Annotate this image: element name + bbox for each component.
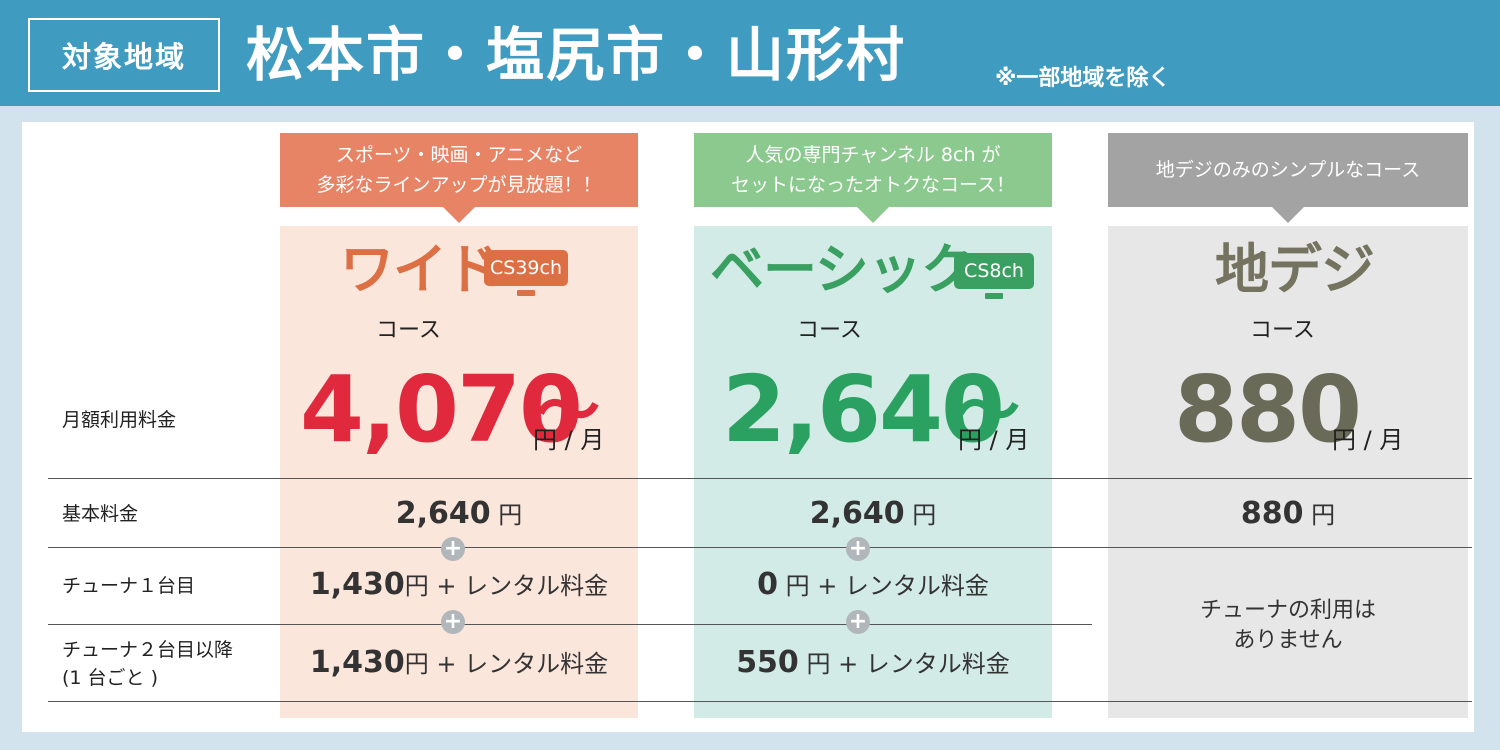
tv-icon: CS8ch	[954, 253, 1034, 299]
wide-course-name: ワイド	[340, 238, 500, 301]
digi-course-suffix: コース	[1250, 318, 1315, 343]
wide-price-tilde: 〜	[536, 375, 600, 449]
header-bar: 対象地域 松本市・塩尻市・山形村 ※一部地域を除く	[0, 0, 1500, 106]
digi-no-tuner-note: チューナの利用は ありません	[1108, 596, 1468, 656]
basic-callout-line1: 人気の専門チャンネル 8ch が	[745, 144, 1001, 166]
digi-base-fee-unit: 円	[1311, 501, 1336, 529]
basic-course-callout: 人気の専門チャンネル 8ch がセットになったオトクなコース！	[694, 133, 1052, 223]
wide-tuner2-unit: 円 + レンタル料金	[404, 650, 609, 678]
basic-price-tilde: 〜	[956, 375, 1020, 449]
wide-monthly-price: 4,070	[300, 356, 583, 463]
basic-monthly-price: 2,640	[722, 356, 1005, 463]
wide-tuner1-value: 1,430	[309, 567, 405, 602]
basic-base-fee-value: 2,640	[809, 496, 905, 531]
digi-base-fee-value: 880	[1240, 496, 1304, 531]
plus-icon: +	[846, 610, 870, 634]
row-label-tuner-2-line1: チューナ２台目以降	[62, 639, 234, 661]
row-divider	[48, 701, 1472, 702]
digi-callout-text: 地デジのみのシンプルなコース	[1155, 159, 1421, 181]
row-label-tuner-1: チューナ１台目	[62, 575, 196, 597]
row-label-base-fee: 基本料金	[62, 503, 139, 525]
digi-course-name: 地デジ	[1215, 238, 1375, 301]
basic-tuner1-fee: 0 円 + レンタル料金	[694, 566, 1052, 602]
basic-price-unit: 円 / 月	[958, 426, 1030, 454]
exclusion-note: ※一部地域を除く	[995, 66, 1171, 91]
basic-callout-line2: セットになったオトクなコース！	[730, 174, 1016, 196]
plus-icon: +	[441, 610, 465, 634]
wide-tuner2-value: 1,430	[309, 645, 405, 680]
wide-callout-line1: スポーツ・映画・アニメなど	[335, 144, 583, 166]
wide-callout-line2: 多彩なラインアップが見放題！！	[316, 174, 602, 196]
digi-monthly-price: 880	[1174, 356, 1362, 463]
row-label-monthly-fee: 月額利用料金	[62, 409, 177, 431]
digi-price-unit: 円 / 月	[1332, 426, 1404, 454]
digi-course-column	[1108, 226, 1468, 718]
row-label-tuner-2: チューナ２台目以降 (1 台ごと )	[62, 636, 233, 692]
wide-course-callout: スポーツ・映画・アニメなど 多彩なラインアップが見放題！！	[280, 133, 638, 223]
basic-course-column	[694, 226, 1052, 718]
digi-course-callout: 地デジのみのシンプルなコース	[1108, 133, 1468, 223]
digi-base-fee: 880 円	[1108, 495, 1468, 531]
wide-channel-badge: CS39ch	[490, 257, 562, 279]
plus-icon: +	[441, 537, 465, 561]
basic-tuner1-unit: 円 + レンタル料金	[777, 572, 989, 600]
basic-course-name: ベーシック	[710, 238, 975, 301]
plus-icon: +	[846, 537, 870, 561]
basic-tuner2-fee: 550 円 + レンタル料金	[694, 644, 1052, 680]
wide-base-fee-value: 2,640	[395, 496, 491, 531]
digi-no-tuner-line2: ありません	[1233, 628, 1343, 653]
wide-base-fee: 2,640 円	[280, 495, 638, 531]
basic-base-fee: 2,640 円	[694, 495, 1052, 531]
basic-channel-badge: CS8ch	[964, 260, 1024, 282]
row-divider	[48, 624, 1092, 625]
tv-icon: CS39ch	[484, 250, 568, 296]
row-divider	[48, 478, 1472, 479]
basic-tuner2-unit: 円 + レンタル料金	[798, 650, 1010, 678]
row-divider	[48, 547, 1472, 548]
basic-tuner1-value: 0	[757, 567, 778, 602]
row-label-tuner-2-line2: (1 台ごと )	[62, 667, 158, 689]
wide-course-suffix: コース	[376, 318, 441, 343]
digi-no-tuner-line1: チューナの利用は	[1199, 598, 1376, 623]
target-area-title: 松本市・塩尻市・山形村	[246, 21, 907, 89]
wide-course-column	[280, 226, 638, 718]
target-area-badge: 対象地域	[28, 18, 220, 92]
basic-tuner2-value: 550	[736, 645, 799, 680]
wide-tuner2-fee: 1,430円 + レンタル料金	[280, 644, 638, 680]
wide-base-fee-unit: 円	[498, 501, 523, 529]
wide-tuner1-fee: 1,430円 + レンタル料金	[280, 566, 638, 602]
wide-tuner1-unit: 円 + レンタル料金	[404, 572, 609, 600]
basic-course-suffix: コース	[797, 318, 862, 343]
wide-price-unit: 円 / 月	[533, 426, 605, 454]
basic-base-fee-unit: 円	[912, 501, 937, 529]
